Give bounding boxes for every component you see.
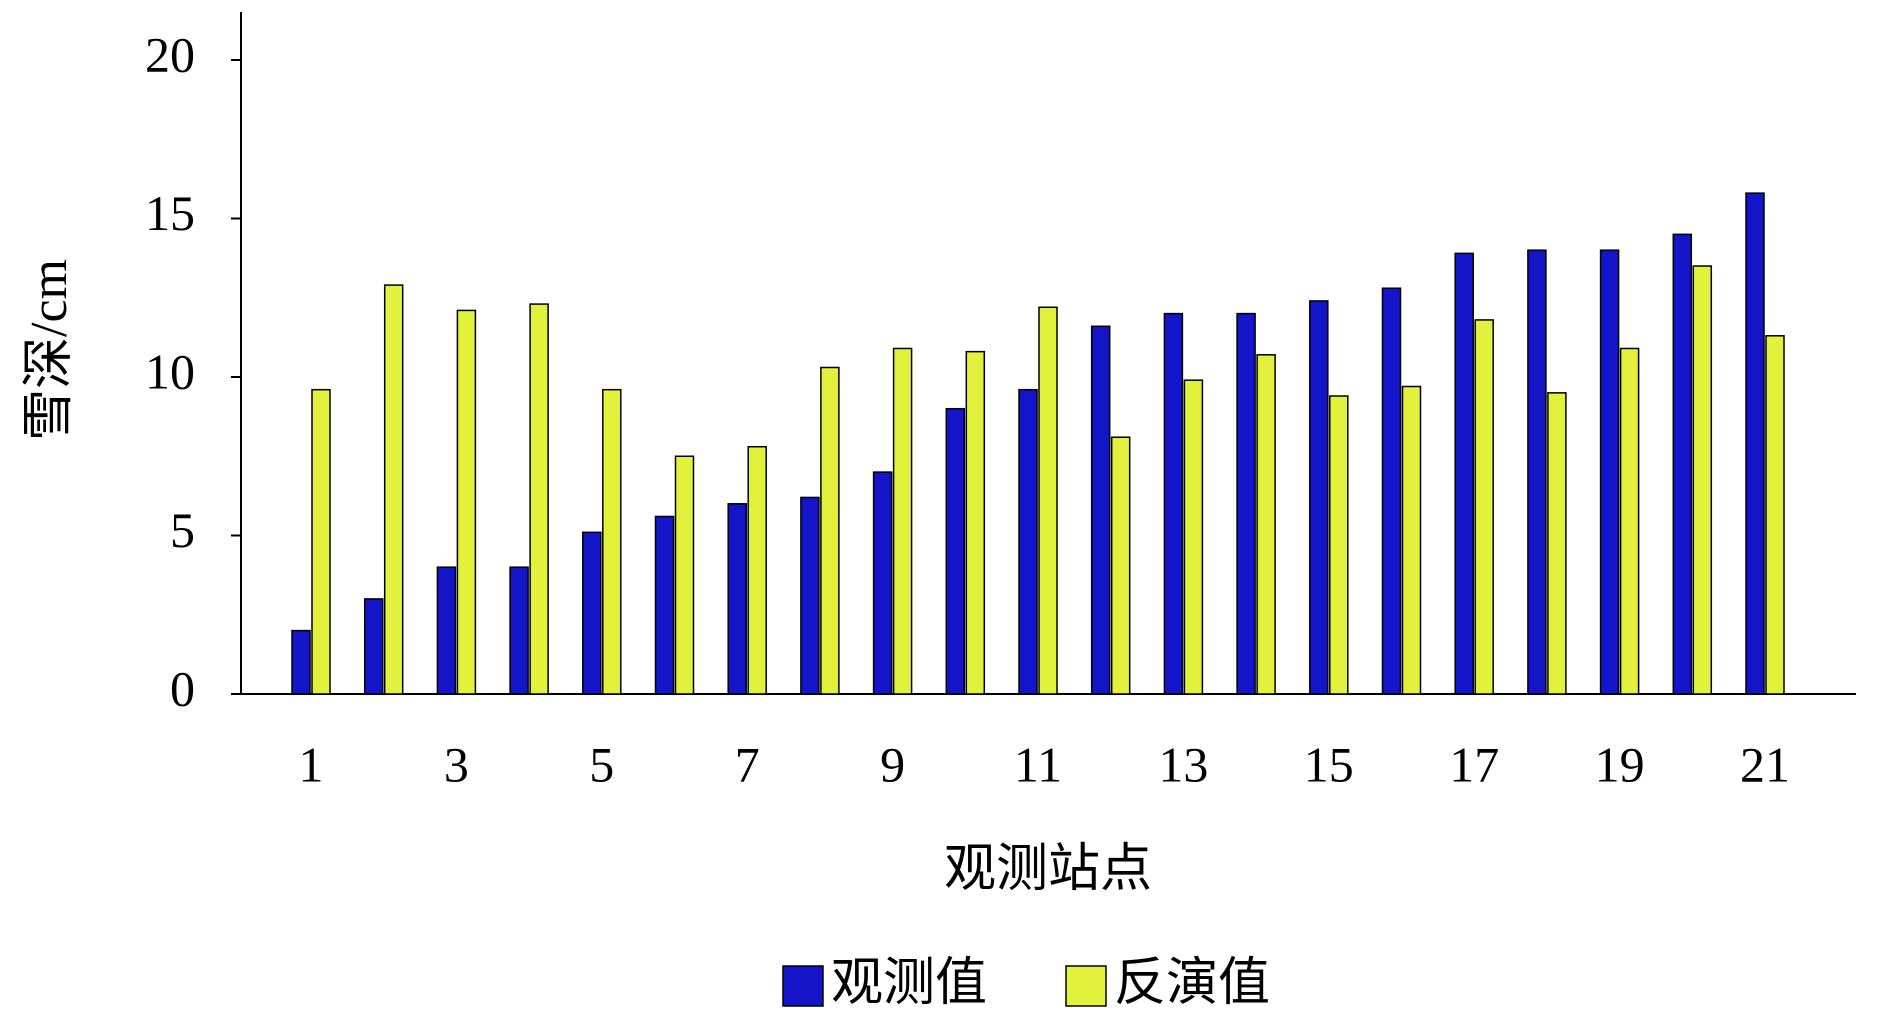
bar	[654, 515, 675, 695]
bar	[509, 566, 529, 695]
bar	[1765, 335, 1785, 695]
bar	[1619, 347, 1640, 695]
x-tick-label: 15	[1304, 736, 1354, 792]
bar	[1183, 379, 1204, 695]
y-tick-label: 5	[170, 502, 195, 558]
bar	[1110, 436, 1131, 695]
bar	[1329, 395, 1349, 695]
x-tick-label: 17	[1449, 736, 1499, 792]
bar	[892, 347, 913, 695]
bar	[820, 366, 840, 695]
bar	[872, 471, 893, 695]
bar	[1236, 312, 1256, 695]
bar	[800, 496, 820, 695]
y-tick-label: 0	[170, 660, 195, 716]
bar	[727, 503, 747, 695]
bar	[529, 303, 549, 695]
x-tick-label: 3	[444, 736, 469, 792]
x-axis-label: 观测站点	[944, 841, 1152, 898]
x-tick-label: 5	[589, 736, 614, 792]
bar	[1256, 354, 1276, 695]
legend-swatch	[782, 965, 824, 1007]
bar	[1163, 312, 1184, 695]
x-tick-label: 9	[880, 736, 905, 792]
bar	[311, 388, 331, 695]
y-tick-label: 20	[145, 26, 195, 82]
bar	[1692, 265, 1713, 695]
bar	[1547, 392, 1567, 695]
x-tick-label: 7	[735, 736, 760, 792]
bar	[363, 598, 384, 695]
bar	[1527, 249, 1547, 695]
bar	[1381, 287, 1402, 695]
legend-label: 观测值	[831, 955, 987, 1012]
x-tick-label: 13	[1158, 736, 1208, 792]
bar	[383, 284, 404, 695]
bar	[1745, 192, 1765, 695]
bar	[1018, 388, 1038, 695]
bar	[436, 566, 457, 695]
bar	[1672, 233, 1693, 695]
x-tick-label: 19	[1595, 736, 1645, 792]
y-tick-label: 10	[145, 343, 195, 399]
y-axis-label: 雪深/cm	[21, 259, 78, 441]
x-tick-label: 1	[299, 736, 324, 792]
legend-swatch	[1065, 965, 1107, 1007]
bar	[1090, 325, 1111, 695]
bar	[945, 407, 966, 695]
bar	[1599, 249, 1620, 695]
bar	[965, 350, 986, 695]
bar	[1038, 306, 1058, 695]
bar	[1474, 319, 1494, 695]
bar	[1454, 252, 1474, 695]
bar	[291, 629, 311, 695]
bar	[1309, 300, 1329, 695]
bar	[582, 531, 602, 695]
bar	[602, 388, 622, 695]
bar	[456, 309, 477, 695]
bar	[747, 445, 767, 695]
y-tick-label: 15	[145, 185, 195, 241]
bar	[1401, 385, 1422, 695]
x-tick-label: 21	[1740, 736, 1790, 792]
bar	[674, 455, 695, 695]
x-tick-label: 11	[1014, 736, 1062, 792]
legend-label: 反演值	[1114, 955, 1270, 1012]
